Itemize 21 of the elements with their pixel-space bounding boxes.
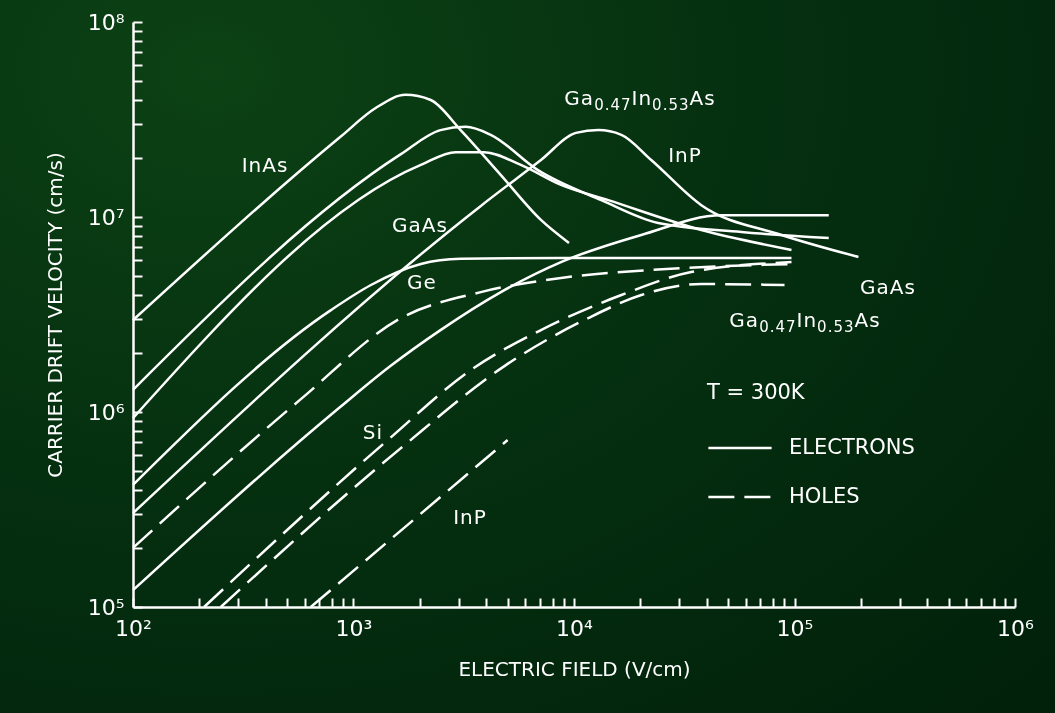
y-tick-label: 10⁸ — [87, 9, 125, 35]
annotation: GaAs — [392, 213, 448, 237]
x-tick-label: 10³ — [335, 615, 373, 641]
annotation: GaAs — [860, 275, 916, 299]
annotation: InAs — [241, 153, 289, 177]
x-axis-title: ELECTRIC FIELD (V/cm) — [458, 656, 691, 681]
y-tick-label: 10⁷ — [87, 204, 125, 230]
x-tick-label: 10⁶ — [997, 615, 1035, 641]
annotation: InP — [453, 505, 487, 529]
y-tick-label: 10⁶ — [87, 399, 125, 425]
annotation: Ga$_{0.47}$In$_{0.53}$As — [564, 86, 716, 114]
annotation: Si — [362, 420, 384, 444]
legend-label: HOLES — [789, 484, 860, 508]
annotation: InP — [668, 143, 702, 167]
legend-label: ELECTRONS — [789, 435, 915, 459]
x-tick-label: 10⁵ — [776, 615, 814, 641]
y-axis-title: CARRIER DRIFT VELOCITY (cm/s) — [42, 152, 67, 478]
x-tick-label: 10⁴ — [556, 615, 594, 641]
annotation: Ga$_{0.47}$In$_{0.53}$As — [729, 308, 881, 336]
legend-title: T = 300K — [706, 380, 806, 404]
annotation: Ge — [407, 270, 437, 294]
